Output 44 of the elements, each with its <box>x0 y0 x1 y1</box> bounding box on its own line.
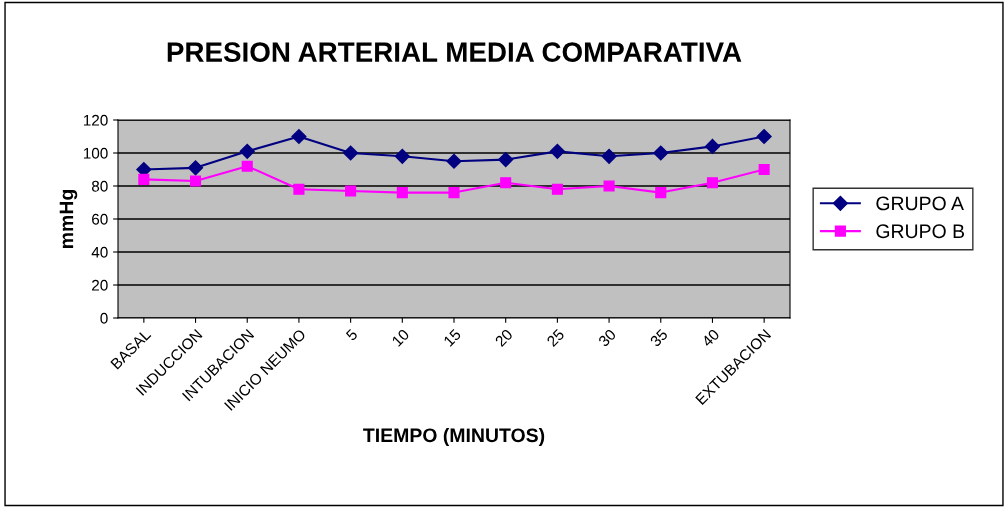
point <box>239 143 255 159</box>
point <box>601 148 617 164</box>
point <box>549 143 565 159</box>
y-tick-label: 40 <box>91 246 108 258</box>
x-tick-label: 15 <box>443 328 462 347</box>
point <box>706 177 719 189</box>
point <box>653 145 669 161</box>
point <box>500 177 512 189</box>
point <box>345 185 357 197</box>
chart-title: PRESION ARTERIAL MEDIA COMPARATIVA <box>167 42 742 62</box>
point <box>241 160 253 172</box>
y-tick-label: 100 <box>83 147 108 159</box>
y-tick-label: 20 <box>92 279 108 291</box>
point <box>394 148 410 164</box>
x-tick-label: 10 <box>391 328 410 347</box>
x-tick-label: 5 <box>345 328 359 342</box>
point <box>396 187 408 199</box>
point <box>189 175 202 187</box>
x-tick-label: 35 <box>649 328 669 348</box>
point <box>138 173 150 185</box>
y-tick-label: 80 <box>91 180 108 192</box>
point <box>756 128 772 145</box>
x-tick-label: 20 <box>494 328 514 348</box>
y-tick-label: 0 <box>100 312 108 324</box>
point <box>498 152 514 168</box>
x-tick-label: 30 <box>597 328 617 348</box>
legend-label: GRUPO B <box>876 224 965 239</box>
point <box>704 138 721 154</box>
point <box>551 183 563 195</box>
x-axis-title: TIEMPO (MINUTOS) <box>363 427 545 447</box>
point <box>448 187 460 199</box>
point <box>758 163 770 176</box>
y-axis-title: mmHg <box>59 190 78 248</box>
point <box>603 180 615 192</box>
y-tick-label: 120 <box>83 114 108 126</box>
point <box>446 153 462 169</box>
point <box>293 183 305 195</box>
y-tick-label: 60 <box>92 213 108 225</box>
point <box>187 160 204 176</box>
legend-label: GRUPO A <box>876 196 964 211</box>
x-tick-label: 25 <box>546 328 565 348</box>
point <box>655 187 667 199</box>
point <box>291 128 307 145</box>
point <box>343 145 359 161</box>
